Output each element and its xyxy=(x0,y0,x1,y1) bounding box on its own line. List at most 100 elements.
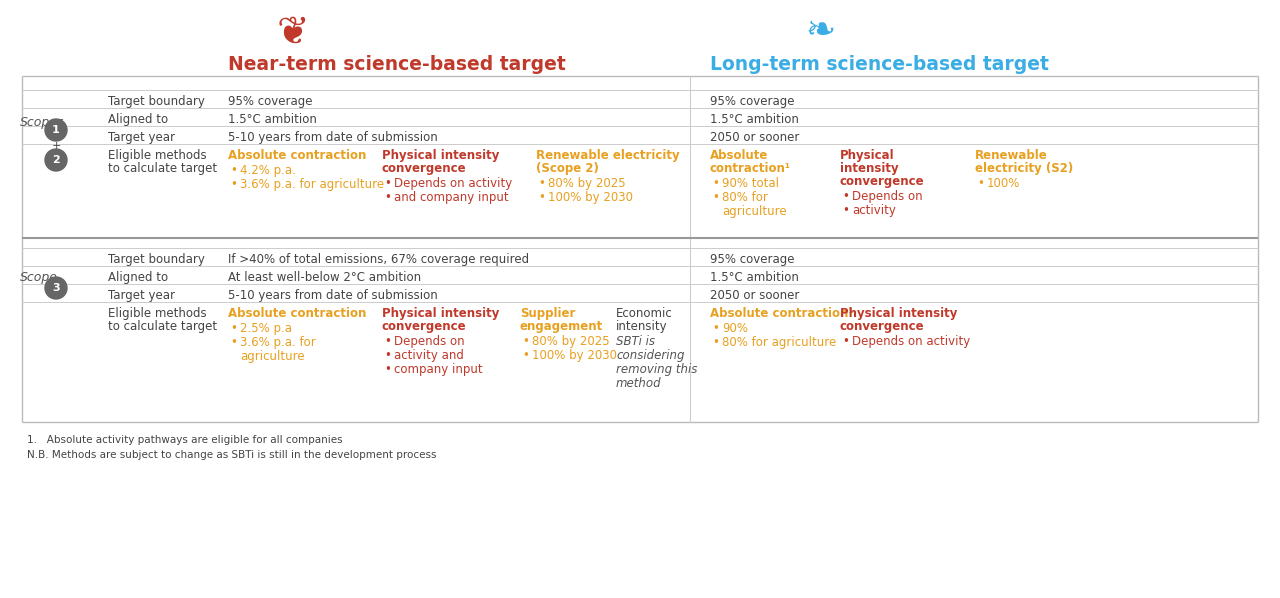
Text: Absolute contraction: Absolute contraction xyxy=(228,307,366,320)
Text: 1.5°C ambition: 1.5°C ambition xyxy=(710,271,799,284)
Text: 1.   Absolute activity pathways are eligible for all companies: 1. Absolute activity pathways are eligib… xyxy=(27,435,343,445)
Text: +: + xyxy=(51,141,60,151)
Text: convergence: convergence xyxy=(840,175,924,188)
Text: 100%: 100% xyxy=(987,177,1020,190)
Text: 95% coverage: 95% coverage xyxy=(228,95,312,108)
Text: 3: 3 xyxy=(52,283,60,293)
Text: convergence: convergence xyxy=(840,320,924,333)
Text: Physical intensity: Physical intensity xyxy=(381,307,499,320)
Text: Long-term science-based target: Long-term science-based target xyxy=(710,55,1048,74)
Text: 1: 1 xyxy=(52,125,60,135)
Text: Physical: Physical xyxy=(840,149,895,162)
Text: 95% coverage: 95% coverage xyxy=(710,253,795,266)
Text: Target boundary: Target boundary xyxy=(108,95,205,108)
Text: •: • xyxy=(712,322,719,335)
Text: Renewable electricity: Renewable electricity xyxy=(536,149,680,162)
Text: •: • xyxy=(538,191,545,204)
Text: 80% by 2025: 80% by 2025 xyxy=(532,335,609,348)
Text: Absolute contraction¹: Absolute contraction¹ xyxy=(710,307,854,320)
Text: (Scope 2): (Scope 2) xyxy=(536,162,599,175)
Text: convergence: convergence xyxy=(381,320,467,333)
Text: Economic: Economic xyxy=(616,307,673,320)
Text: intensity: intensity xyxy=(616,320,668,333)
Text: •: • xyxy=(712,191,719,204)
Text: •: • xyxy=(842,335,849,348)
Text: Eligible methods: Eligible methods xyxy=(108,149,206,162)
Text: •: • xyxy=(712,177,719,190)
Text: Absolute contraction: Absolute contraction xyxy=(228,149,366,162)
Text: Physical intensity: Physical intensity xyxy=(840,307,957,320)
Text: method: method xyxy=(616,377,662,390)
Text: 80% for: 80% for xyxy=(722,191,768,204)
Text: considering: considering xyxy=(616,349,685,362)
Text: Depends on: Depends on xyxy=(852,190,923,203)
Text: agriculture: agriculture xyxy=(241,350,305,363)
Text: N.B. Methods are subject to change as SBTi is still in the development process: N.B. Methods are subject to change as SB… xyxy=(27,450,436,460)
Text: Renewable: Renewable xyxy=(975,149,1048,162)
Text: •: • xyxy=(842,190,849,203)
Text: 2050 or sooner: 2050 or sooner xyxy=(710,289,800,302)
Text: Depends on: Depends on xyxy=(394,335,465,348)
Text: 90%: 90% xyxy=(722,322,748,335)
Text: ❧: ❧ xyxy=(805,14,835,48)
Text: 4.2% p.a.: 4.2% p.a. xyxy=(241,164,296,177)
Text: engagement: engagement xyxy=(520,320,603,333)
Text: to calculate target: to calculate target xyxy=(108,320,218,333)
Text: At least well-below 2°C ambition: At least well-below 2°C ambition xyxy=(228,271,421,284)
Circle shape xyxy=(45,119,67,141)
Text: 5-10 years from date of submission: 5-10 years from date of submission xyxy=(228,289,438,302)
Text: •: • xyxy=(842,204,849,217)
Text: •: • xyxy=(384,363,390,376)
Text: If >40% of total emissions, 67% coverage required: If >40% of total emissions, 67% coverage… xyxy=(228,253,529,266)
Text: •: • xyxy=(230,336,237,349)
Text: convergence: convergence xyxy=(381,162,467,175)
Text: 5-10 years from date of submission: 5-10 years from date of submission xyxy=(228,131,438,144)
Text: Aligned to: Aligned to xyxy=(108,113,168,126)
Text: •: • xyxy=(230,178,237,191)
Text: •: • xyxy=(538,177,545,190)
Text: ❦: ❦ xyxy=(276,14,310,52)
Text: Target year: Target year xyxy=(108,131,175,144)
Text: to calculate target: to calculate target xyxy=(108,162,218,175)
Text: 80% for agriculture: 80% for agriculture xyxy=(722,336,836,349)
Text: 2: 2 xyxy=(52,155,60,165)
Text: Scope: Scope xyxy=(20,271,58,284)
Text: electricity (S2): electricity (S2) xyxy=(975,162,1073,175)
Text: SBTi is: SBTi is xyxy=(616,335,655,348)
Text: 100% by 2030: 100% by 2030 xyxy=(532,349,617,362)
Text: •: • xyxy=(712,336,719,349)
Text: activity and: activity and xyxy=(394,349,463,362)
Text: Absolute: Absolute xyxy=(710,149,768,162)
Text: 100% by 2030: 100% by 2030 xyxy=(548,191,634,204)
Text: •: • xyxy=(977,177,984,190)
Text: intensity: intensity xyxy=(840,162,899,175)
Text: •: • xyxy=(230,322,237,335)
Text: 3.6% p.a. for: 3.6% p.a. for xyxy=(241,336,316,349)
Text: 1.5°C ambition: 1.5°C ambition xyxy=(228,113,317,126)
Circle shape xyxy=(45,149,67,171)
Text: Target year: Target year xyxy=(108,289,175,302)
Text: •: • xyxy=(230,164,237,177)
Text: contraction¹: contraction¹ xyxy=(710,162,791,175)
Text: company input: company input xyxy=(394,363,483,376)
Text: 80% by 2025: 80% by 2025 xyxy=(548,177,626,190)
Text: Scopes: Scopes xyxy=(20,116,64,129)
Text: •: • xyxy=(384,335,390,348)
Text: 2050 or sooner: 2050 or sooner xyxy=(710,131,800,144)
Text: 3.6% p.a. for agriculture: 3.6% p.a. for agriculture xyxy=(241,178,384,191)
Circle shape xyxy=(45,277,67,299)
Text: •: • xyxy=(384,191,390,204)
Text: Supplier: Supplier xyxy=(520,307,576,320)
Text: Near-term science-based target: Near-term science-based target xyxy=(228,55,566,74)
Text: •: • xyxy=(522,349,529,362)
Text: Depends on activity: Depends on activity xyxy=(394,177,512,190)
Text: 2.5% p.a: 2.5% p.a xyxy=(241,322,292,335)
Text: agriculture: agriculture xyxy=(722,205,787,218)
Text: Target boundary: Target boundary xyxy=(108,253,205,266)
Text: Aligned to: Aligned to xyxy=(108,271,168,284)
Text: removing this: removing this xyxy=(616,363,698,376)
Text: •: • xyxy=(384,177,390,190)
Text: Eligible methods: Eligible methods xyxy=(108,307,206,320)
Text: •: • xyxy=(384,349,390,362)
Text: Depends on activity: Depends on activity xyxy=(852,335,970,348)
